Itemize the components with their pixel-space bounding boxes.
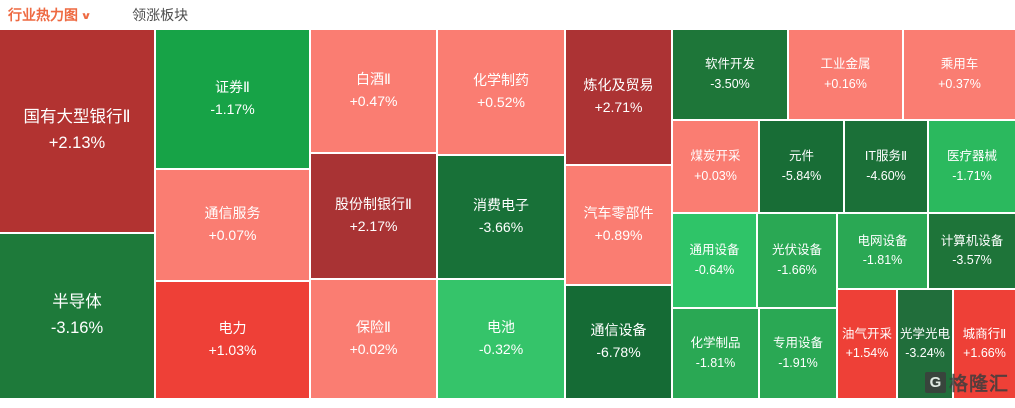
tile-sector-name: 光伏设备 [771,243,822,258]
tile-sector-name: 保险Ⅱ [356,319,391,336]
treemap-tile[interactable]: 半导体 -3.16% [0,234,154,398]
tile-sector-name: 白酒Ⅱ [356,71,391,88]
heatmap-dropdown[interactable]: 行业热力图 ∨ [8,5,92,25]
treemap-tile[interactable]: 通用设备 -0.64% [673,214,756,307]
treemap-tile[interactable]: 国有大型银行Ⅱ +2.13% [0,30,154,232]
treemap-tile[interactable]: 电池 -0.32% [438,280,564,398]
treemap-tile[interactable]: 化学制品 -1.81% [673,309,758,398]
tile-sector-name: 乘用车 [940,57,979,72]
treemap-tile[interactable]: 股份制银行Ⅱ +2.17% [311,154,436,278]
tile-sector-name: 通信设备 [590,322,647,339]
treemap-tile[interactable]: 医疗器械 -1.71% [929,121,1015,212]
tile-change-value: -0.64% [694,262,735,277]
tile-change-value: +0.52% [477,94,525,110]
treemap-tile[interactable]: 光学光电 -3.24% [898,290,952,398]
tile-sector-name: 工业金属 [820,57,871,72]
treemap-tile[interactable]: 软件开发 -3.50% [673,30,787,119]
treemap-tile[interactable]: 乘用车 +0.37% [904,30,1015,119]
treemap-tile[interactable]: 通信设备 -6.78% [566,286,671,398]
tile-change-value: -1.71% [952,168,992,183]
tile-change-value: -1.81% [862,253,903,267]
tile-sector-name: 计算机设备 [940,233,1004,248]
treemap-tile[interactable]: 汽车零部件 +0.89% [566,166,671,284]
treemap-tile[interactable]: 白酒Ⅱ +0.47% [311,30,436,152]
tab-leading-sectors[interactable]: 领涨板块 [132,7,189,23]
tile-change-value: +2.13% [48,134,106,152]
tile-change-value: -1.81% [695,355,736,370]
treemap-tile[interactable]: 元件 -5.84% [760,121,843,212]
tile-sector-name: 软件开发 [704,57,755,72]
tile-sector-name: 电网设备 [857,233,908,248]
treemap-tile[interactable]: 专用设备 -1.91% [760,309,836,398]
treemap-tile[interactable]: 保险Ⅱ +0.02% [311,280,436,398]
tile-change-value: +0.37% [938,76,981,91]
tile-sector-name: 半导体 [52,293,102,312]
treemap-tile[interactable]: 证券Ⅱ -1.17% [156,30,309,168]
treemap-tile[interactable]: 城商行Ⅱ +1.66% [954,290,1015,398]
treemap-tile[interactable]: 电网设备 -1.81% [838,214,927,288]
tile-change-value: +0.16% [824,76,867,91]
tile-sector-name: 化学制药 [473,72,529,89]
tile-sector-name: 化学制品 [690,336,741,351]
treemap-tile[interactable]: 通信服务 +0.07% [156,170,309,280]
treemap: G 格隆汇 国有大型银行Ⅱ +2.13% 半导体 -3.16% 证券Ⅱ -1.17% 通信服… [0,30,1015,398]
tile-sector-name: 证券Ⅱ [215,79,250,96]
tile-sector-name: 电力 [218,320,247,337]
treemap-tile[interactable]: 计算机设备 -3.57% [929,214,1015,288]
tile-sector-name: 医疗器械 [946,149,997,164]
tile-sector-name: 股份制银行Ⅱ [335,196,412,213]
tile-change-value: -6.78% [596,344,641,360]
page-title: 行业热力图 [8,7,78,23]
treemap-tile[interactable]: IT服务Ⅱ -4.60% [845,121,927,212]
tile-change-value: -1.91% [778,355,818,370]
tile-sector-name: 通用设备 [689,243,740,258]
treemap-tile[interactable]: 煤炭开采 +0.03% [673,121,758,212]
tile-sector-name: 通信服务 [204,205,261,222]
tile-change-value: +0.02% [349,341,398,357]
treemap-tile[interactable]: 油气开采 +1.54% [838,290,896,398]
tile-sector-name: 油气开采 [841,326,892,341]
tile-sector-name: 国有大型银行Ⅱ [23,108,131,127]
chevron-down-icon: ∨ [80,10,92,22]
tile-change-value: -4.60% [866,168,906,183]
tile-change-value: +0.03% [694,168,737,183]
tile-sector-name: 光学光电 [899,326,950,341]
tile-sector-name: 元件 [788,149,814,164]
tile-sector-name: 电池 [487,319,515,336]
tile-change-value: -1.66% [777,262,817,277]
tile-sector-name: 炼化及贸易 [583,77,654,94]
treemap-tile[interactable]: 光伏设备 -1.66% [758,214,836,307]
tile-change-value: +1.03% [208,342,257,358]
tile-change-value: +1.54% [845,346,889,360]
tile-sector-name: 汽车零部件 [583,205,654,222]
tile-change-value: +1.66% [963,346,1006,360]
treemap-tile[interactable]: 电力 +1.03% [156,282,309,398]
tile-change-value: +2.17% [349,218,398,234]
tile-change-value: -5.84% [781,168,822,183]
top-tab-bar: 行业热力图 ∨ 领涨板块 [0,0,1015,30]
tile-sector-name: IT服务Ⅱ [864,149,908,164]
tile-sector-name: 城商行Ⅱ [962,326,1007,341]
tile-change-value: -3.66% [478,219,524,235]
tile-change-value: +0.07% [208,227,257,243]
treemap-tile[interactable]: 消费电子 -3.66% [438,156,564,278]
treemap-tile[interactable]: 化学制药 +0.52% [438,30,564,154]
tile-sector-name: 消费电子 [473,197,529,214]
tile-change-value: -3.16% [50,319,104,337]
tile-change-value: -3.24% [905,346,945,360]
tile-change-value: -0.32% [478,341,524,357]
tile-change-value: +0.89% [594,227,643,243]
tile-change-value: -1.17% [210,101,255,117]
tile-change-value: -3.57% [952,253,992,267]
treemap-tile[interactable]: 工业金属 +0.16% [789,30,902,119]
tile-change-value: +2.71% [594,99,643,115]
treemap-tile[interactable]: 炼化及贸易 +2.71% [566,30,671,164]
tile-sector-name: 煤炭开采 [690,149,741,164]
tile-change-value: +0.47% [349,93,398,109]
tile-change-value: -3.50% [710,76,750,91]
tile-sector-name: 专用设备 [772,336,823,351]
